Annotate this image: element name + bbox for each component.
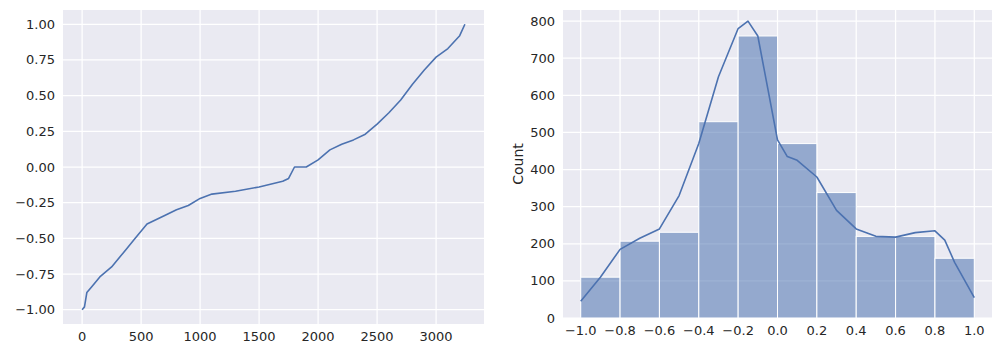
y-grid-line	[63, 309, 484, 310]
y-tick-label: 500	[530, 125, 555, 140]
y-tick-label: −0.50	[15, 231, 55, 246]
x-tick-label: −0.2	[722, 323, 754, 338]
histogram-bar	[581, 277, 620, 318]
histogram-bar	[896, 236, 935, 318]
histogram-bar	[620, 241, 659, 318]
data-line	[82, 24, 465, 309]
x-grid-line	[580, 10, 581, 318]
y-tick-label: 0.00	[26, 160, 55, 175]
y-tick-label: −1.00	[15, 302, 55, 317]
y-tick-label: 700	[530, 51, 555, 66]
plot-area	[63, 10, 484, 324]
x-tick-label: −0.4	[683, 323, 715, 338]
histogram-bar	[738, 36, 777, 318]
y-axis-label: Count	[510, 143, 526, 185]
y-tick-label: −0.25	[15, 195, 55, 210]
x-tick-label: 0.0	[767, 323, 788, 338]
y-tick-label: 0.25	[26, 124, 55, 139]
x-tick-label: 0.4	[846, 323, 867, 338]
y-tick-label: 600	[530, 88, 555, 103]
y-grid-line	[63, 273, 484, 274]
y-grid-line	[563, 21, 992, 22]
marks	[581, 21, 975, 318]
chart-0: 0 500 1000 1500 2000 2500 3000 −1.00 −0.75 −0.50 −…	[15, 10, 484, 344]
histogram-bar	[778, 144, 817, 318]
plot-area	[563, 10, 992, 318]
y-tick-label: 300	[530, 199, 555, 214]
x-tick-label: 0.2	[807, 323, 828, 338]
y-grid-line	[63, 59, 484, 60]
y-tick-label: 800	[530, 14, 555, 29]
y-grid-line	[63, 131, 484, 132]
y-tick-label: −0.75	[15, 267, 55, 282]
x-tick-label: 0.6	[885, 323, 906, 338]
x-tick-label: −1.0	[565, 323, 597, 338]
x-tick-label: 3000	[420, 329, 453, 344]
histogram-bar	[659, 232, 698, 318]
histogram-bar	[699, 122, 738, 318]
y-tick-label: 1.00	[26, 17, 55, 32]
histogram-bar	[856, 236, 895, 318]
y-tick-label: 0.50	[26, 88, 55, 103]
marks	[82, 24, 465, 309]
x-tick-label: 1500	[243, 329, 276, 344]
y-grid-line	[63, 166, 484, 167]
figure: 050010001500200025003000−1.00−0.75−0.50−…	[0, 0, 1001, 355]
x-tick-label: 2500	[361, 329, 394, 344]
y-grid-line	[63, 24, 484, 25]
x-tick-label: −0.8	[604, 323, 636, 338]
y-grid-line	[63, 95, 484, 96]
chart-1: −1.0 −0.8 −0.6 −0.4 −0.2 0.0 0.2 0.4 0.6 0.8 1.0 0 1…	[510, 10, 992, 338]
x-tick-label: 1.0	[964, 323, 985, 338]
x-tick-label: −0.6	[644, 323, 676, 338]
x-tick-label: 0	[78, 329, 86, 344]
x-tick-label: 500	[129, 329, 154, 344]
y-tick-label: 200	[530, 236, 555, 251]
x-tick-label: 1000	[184, 329, 217, 344]
y-tick-label: 0.75	[26, 52, 55, 67]
y-tick-label: 0	[547, 311, 555, 326]
y-grid-line	[63, 238, 484, 239]
y-grid-line	[63, 202, 484, 203]
x-tick-label: 2000	[302, 329, 335, 344]
x-tick-label: 0.8	[925, 323, 946, 338]
kde-line	[581, 21, 975, 301]
y-tick-label: 100	[530, 273, 555, 288]
y-tick-label: 400	[530, 162, 555, 177]
